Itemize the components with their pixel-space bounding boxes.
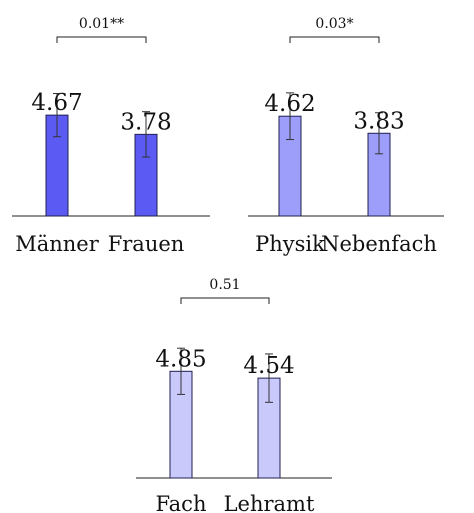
chart-2-category-label-1: Lehramt	[224, 492, 315, 513]
chart-2-value-label-0: 4.85	[155, 346, 206, 372]
chart-2-value-label-1: 4.54	[243, 353, 294, 379]
chart-1-value-label-1: 3.83	[353, 108, 404, 134]
chart-0-value-label-0: 4.67	[31, 90, 82, 116]
chart-0-category-label-1: Frauen	[108, 232, 185, 256]
chart-0-significance-label: 0.01**	[79, 16, 124, 32]
chart-2-category-label-0: Fach	[156, 492, 207, 513]
chart-1-significance-bracket	[289, 36, 380, 43]
chart-0-value-label-1: 3.78	[120, 109, 171, 135]
chart-1-significance-label: 0.03*	[315, 16, 353, 32]
chart-0-significance-bracket	[56, 36, 147, 43]
chart-1-category-label-1: Nebenfach	[321, 232, 437, 256]
chart-1-category-label-0: Physik	[255, 232, 325, 256]
chart-0-category-label-0: Männer	[15, 232, 100, 256]
chart-2-significance-label: 0.51	[209, 277, 240, 293]
chart-1-value-label-0: 4.62	[264, 91, 315, 117]
chart-2-significance-bracket	[180, 297, 270, 304]
